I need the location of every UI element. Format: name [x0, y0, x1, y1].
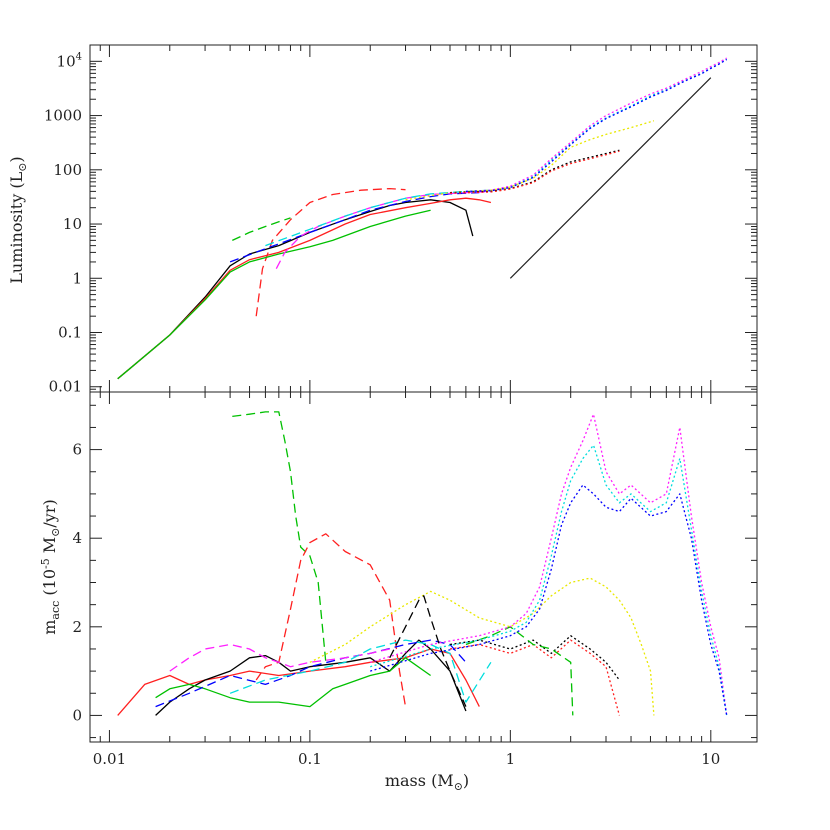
bottom-series-line-10 [449, 635, 620, 681]
top-series-line-8 [405, 120, 655, 201]
luminosity-axis-label-sub: ⊙ [16, 163, 29, 172]
bottom-series-line-12 [465, 626, 574, 716]
y-tick-label: 10 [63, 215, 82, 233]
accretion-axis-label-end: /yr) [40, 499, 59, 527]
accretion-axis-label-mid: (10 [40, 569, 59, 601]
y-tick-label: 4 [72, 529, 82, 547]
accretion-axis-label-sub2: ⊙ [49, 528, 62, 537]
top-series-line-0 [232, 217, 291, 241]
top-series-line-1 [255, 187, 406, 317]
x-tick-label: 1 [506, 750, 516, 768]
y-tick-label: 1000 [44, 107, 82, 125]
y-tick-label: 6 [72, 441, 82, 459]
luminosity-panel: 0.01 0.1 1 10 100 1000 104 [44, 44, 758, 396]
bottom-series-line-15 [370, 484, 728, 716]
y-tick-label: 104 [57, 51, 82, 70]
bottom-series-line-5 [155, 639, 467, 708]
y-tick-label: 100 [53, 161, 82, 179]
top-series-line-5 [229, 191, 480, 263]
bottom-series-line-0 [232, 411, 327, 663]
y-tick-label: 1 [72, 269, 82, 287]
accretion-axis-label-mid2: M [40, 537, 59, 558]
y-tick-label: 0.1 [58, 324, 82, 342]
accretion-axis-label: macc (10-5 M⊙/yr) [39, 499, 62, 634]
top-series-line-12 [465, 57, 728, 193]
mass-axis-label-close: ) [463, 771, 469, 790]
top-series-group [117, 57, 728, 380]
accretion-axis-label-sub: acc [49, 601, 62, 620]
luminosity-axis-label: Luminosity (L⊙) [7, 156, 29, 283]
bottom-series-line-6 [169, 643, 390, 672]
bottom-series-group [117, 411, 728, 716]
y-tick-label: 0.01 [49, 378, 82, 396]
bottom-series-line-9 [389, 595, 467, 707]
x-tick-label: 0.01 [93, 750, 126, 768]
top-series-line-2 [117, 199, 474, 380]
slope-reference-line [509, 77, 712, 279]
mass-axis-label-sub: ⊙ [454, 780, 463, 793]
y-tick-label-exponent: 4 [76, 51, 82, 62]
bottom-series-line-13 [370, 413, 728, 716]
bottom-series-line-4 [155, 657, 431, 708]
top-series-line-11 [465, 58, 728, 193]
accretion-rate-panel: 0.01 0.1 1 10 0 2 4 6 [72, 391, 758, 768]
top-series-line-10 [449, 150, 620, 194]
y-tick-label: 2 [72, 618, 82, 636]
top-series-line-9 [449, 149, 620, 194]
top-plot-frame [89, 44, 758, 393]
bottom-series-line-7 [229, 639, 492, 703]
bottom-series-line-11 [449, 639, 621, 716]
y-tick-label: 0 [72, 706, 82, 724]
top-series-line-4 [117, 209, 431, 380]
bottom-series-line-8 [309, 577, 655, 716]
accretion-axis-label-pre: m [40, 620, 59, 635]
bottom-series-line-14 [370, 444, 728, 716]
mass-axis-label: mass (M⊙) [385, 771, 469, 793]
x-tick-label: 10 [701, 750, 720, 768]
accretion-axis-label-sup: -5 [39, 558, 52, 569]
bottom-series-line-3 [155, 639, 467, 716]
luminosity-axis-label-close: ) [7, 156, 26, 162]
bottom-series-line-1 [255, 533, 407, 707]
mass-axis-label-text: mass (M [385, 771, 454, 790]
top-series-line-3 [117, 197, 492, 380]
luminosity-axis-label-text: Luminosity (L [7, 171, 26, 283]
bottom-plot-frame [89, 391, 758, 743]
x-tick-label: 0.1 [298, 750, 322, 768]
